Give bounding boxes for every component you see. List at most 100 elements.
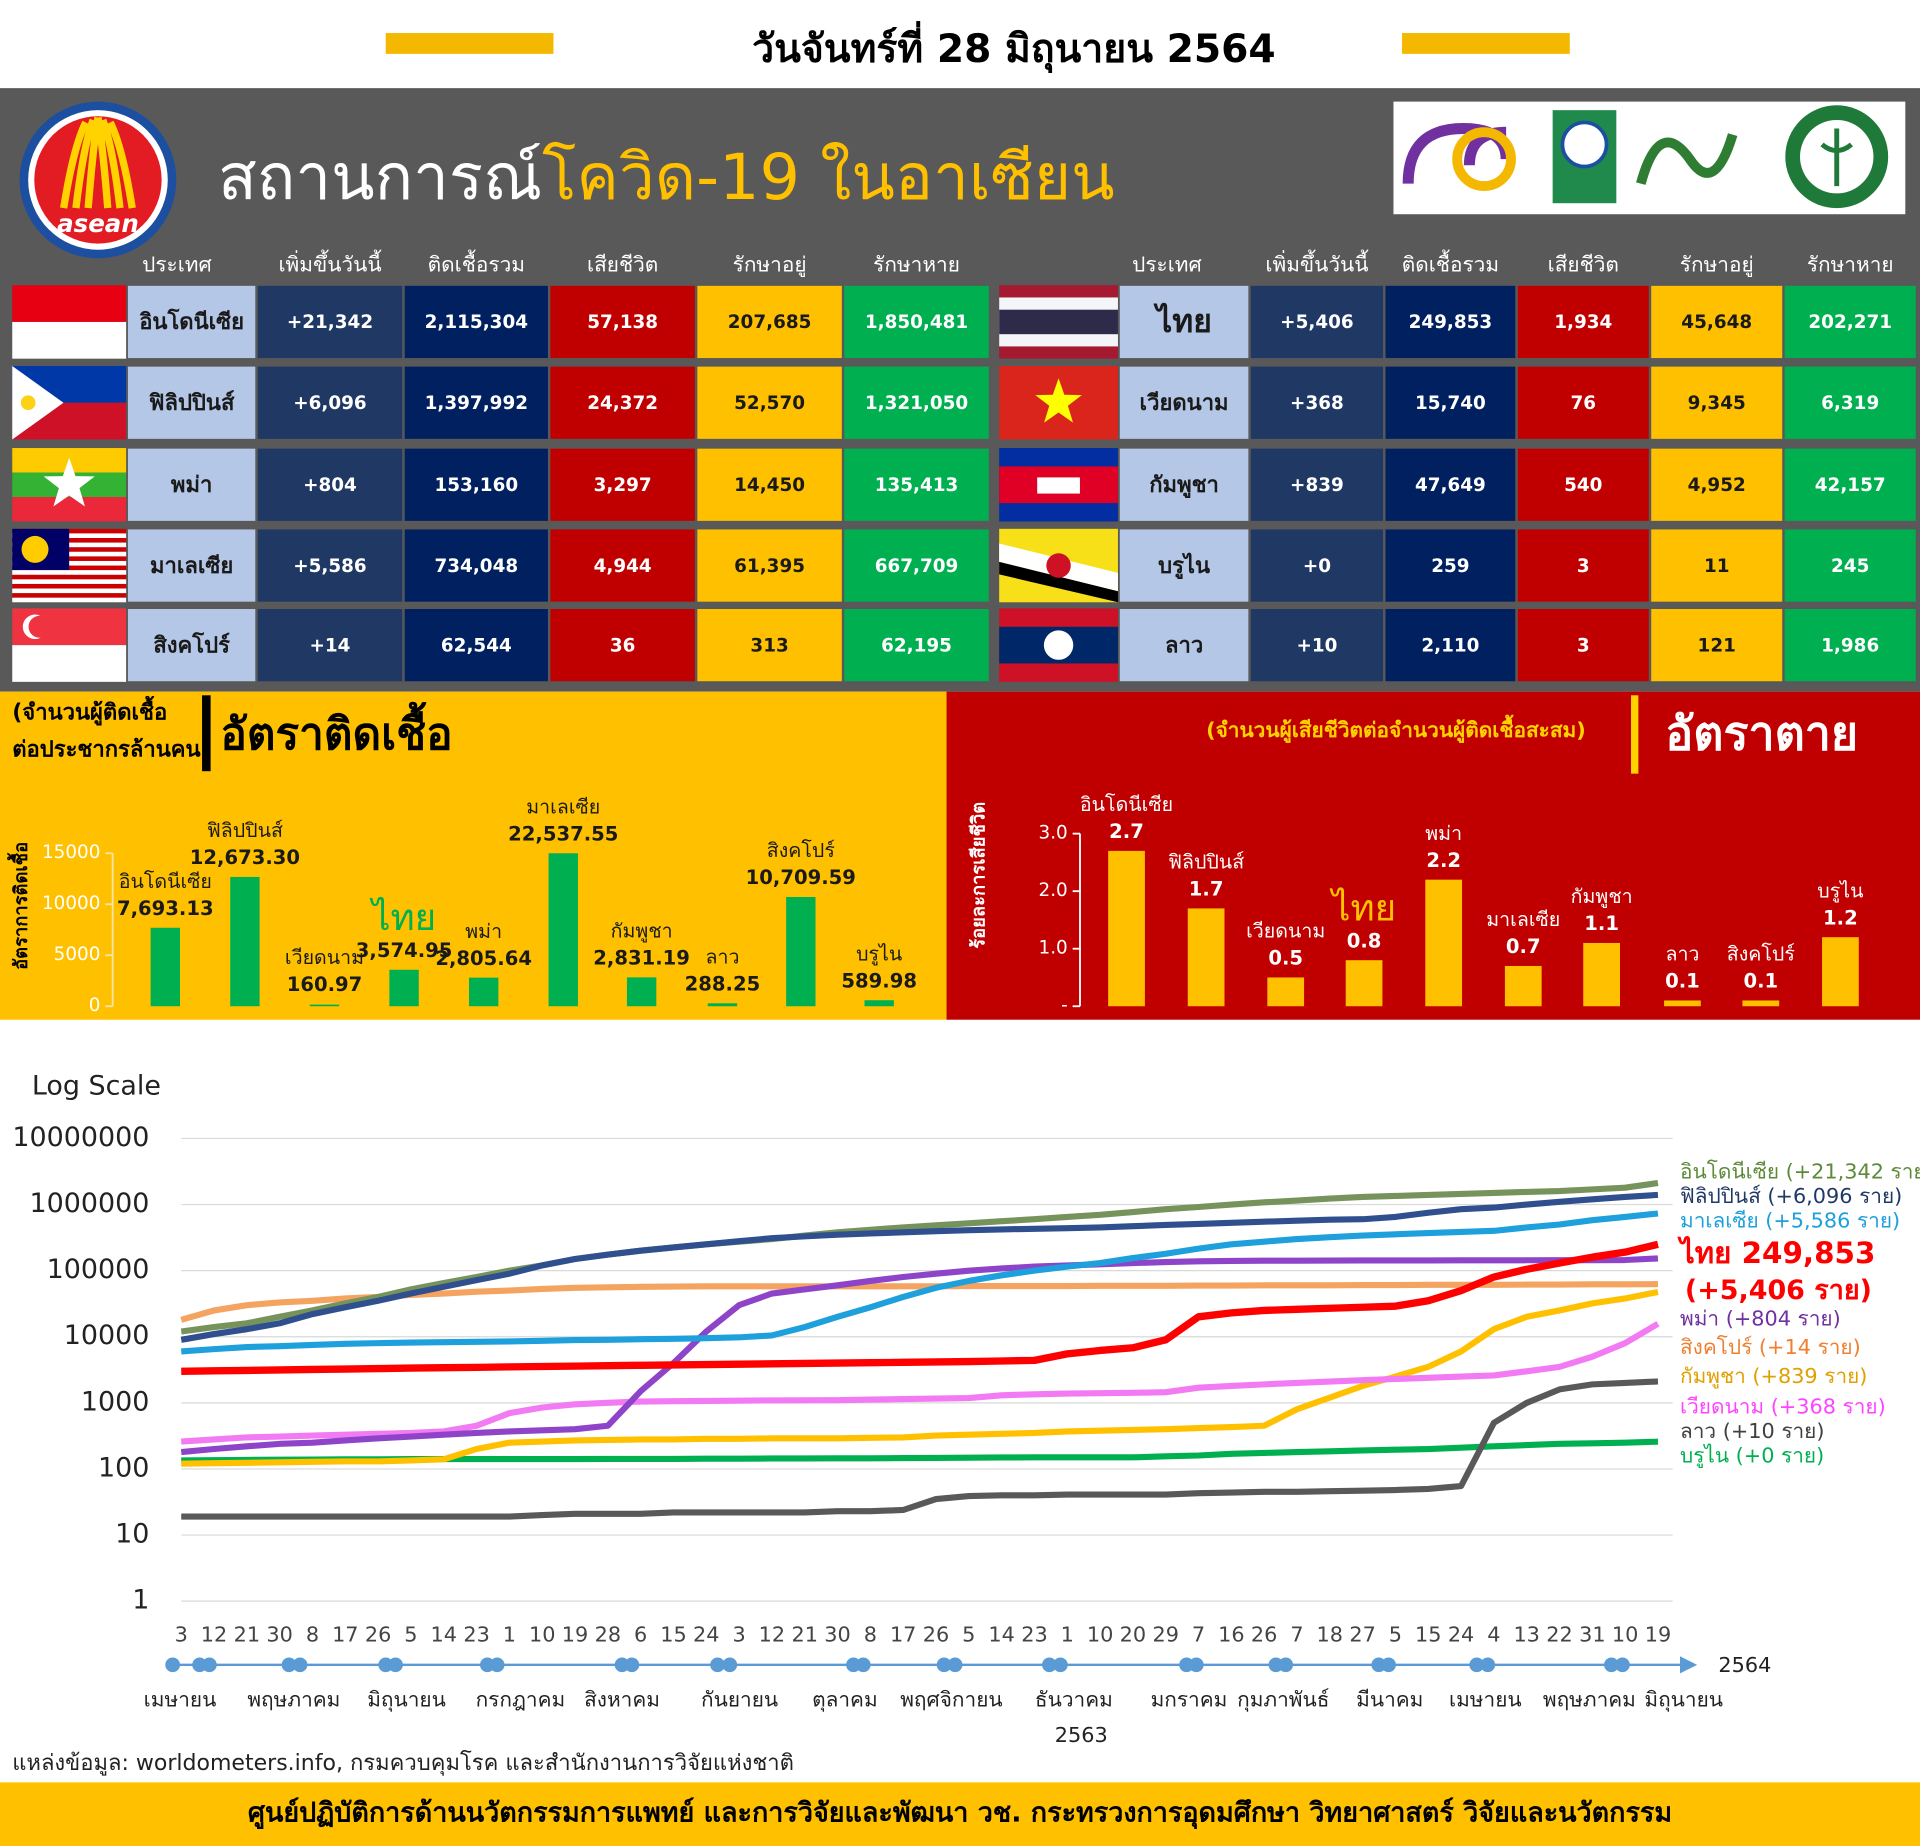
country-name: กัมพูชา [1149,473,1219,499]
table-cell [1783,447,1917,523]
table-cell [403,447,550,523]
table-value: 11 [1704,556,1730,577]
country-name: ลาว [1165,633,1203,658]
chart-subtitle: ต่อประชากรล้านคน) [12,737,210,762]
category-label: พม่า [465,920,502,943]
table-value: +839 [1290,475,1344,496]
table-cell [1783,607,1917,683]
table-value: 24,372 [587,393,658,414]
table-cell [1516,607,1650,683]
logo-shape [1560,120,1609,169]
month-label: ธันวาคม [1035,1687,1113,1711]
series-line [180,1179,1659,1335]
divider [1631,695,1639,774]
footer-text: ศูนย์ปฏิบัติการด้านนวัตกรรมการแพทย์ และก… [248,1798,1672,1830]
table-cell [126,365,257,441]
timeline-dot [710,1657,725,1673]
flag-part [12,366,64,440]
value-label: 3,574.95 [356,939,453,962]
table-cell [843,528,990,603]
category-label: อินโดนีเซีย [119,870,212,893]
table-value: 47,649 [1415,475,1486,496]
table-cell [256,607,404,683]
table-value: 135,413 [875,475,959,496]
flag-part [999,309,1118,335]
x-tick-label: 18 [1317,1622,1343,1646]
y-tick-label: 3.0 [1039,823,1068,844]
country-name: ไทย [1153,302,1212,340]
x-tick-label: 28 [595,1622,621,1646]
divider [202,695,211,772]
series-label: เวียดนาม (+368 ราย) [1680,1395,1886,1419]
x-tick-label: 4 [1487,1622,1500,1646]
timeline-dot [165,1657,180,1673]
country-name: พม่า [171,473,212,498]
table-value: 313 [750,635,788,656]
decor-bar [1402,33,1570,54]
flag-part [12,588,127,594]
column-header: เพิ่มขึ้นวันนี้ [1265,250,1368,277]
value-label: 0.5 [1268,947,1303,970]
flag [999,608,1118,682]
series-sublabel: (+5,406 ราย) [1685,1275,1872,1306]
table-cell [1118,528,1250,603]
flag [999,285,1118,359]
value-label: 2,805.64 [435,947,532,970]
table-cell [549,607,697,683]
table-value: 57,138 [587,312,658,333]
flag-part [12,583,127,589]
timeline-dot [722,1657,738,1673]
category-label: มาเลเซีย [1486,908,1560,931]
table-value: 2,110 [1421,635,1479,656]
table-cell [403,365,550,441]
timeline-dot [624,1657,640,1673]
table-cell [696,528,844,603]
month-label: กุมภาพันธ์ [1237,1687,1329,1712]
value-label: 589.98 [841,969,917,992]
series-label: บรูไน (+0 ราย) [1680,1444,1824,1469]
category-label: เวียดนาม [285,946,364,969]
x-tick-label: 3 [732,1622,745,1646]
category-label: ไทย [369,896,436,939]
series-line [181,1288,1659,1467]
x-tick-label: 7 [1192,1622,1205,1646]
table-cell [1650,365,1784,441]
y-tick-label: - [1061,995,1068,1016]
table-cell [843,447,990,523]
table-cell [696,607,844,683]
month-label: สิงหาคม [584,1687,660,1711]
column-header: รักษาอยู่ [733,253,807,278]
title-main: สถานการณ์ [218,141,542,215]
timeline-dot [1188,1657,1204,1673]
category-label: ฟิลิปปินส์ [207,819,283,842]
month-label: เมษายน [1449,1687,1522,1711]
column-header: เสียชีวิต [1548,253,1619,277]
flag-part [12,593,127,598]
table-cell [1516,528,1650,603]
table-value: 3 [1577,635,1590,656]
timeline-dot [1615,1657,1630,1673]
series-line [181,1378,1659,1520]
table-value: 9,345 [1688,393,1746,414]
month-label: มิถุนายน [1644,1687,1723,1712]
x-tick-label: 10 [1612,1622,1638,1646]
x-tick-label: 20 [1120,1622,1146,1646]
series-line [181,1321,1660,1445]
table-cell [403,607,550,683]
timeline-dot [1053,1657,1068,1673]
month-label: กรกฎาคม [476,1687,566,1711]
x-tick-label: 17 [332,1622,358,1646]
value-label: 10,709.59 [746,866,856,889]
x-tick-label: 27 [1349,1622,1375,1646]
table-value: +5,586 [293,556,366,577]
title-highlight: โควิด-19 ในอาเซียน [542,141,1115,215]
category-label: มาเลเซีย [526,795,600,818]
table-cell [1384,284,1517,360]
table-cell [126,447,257,523]
flag-part [20,395,36,411]
table-value: 6,319 [1821,393,1879,414]
table-value: +0 [1303,556,1331,577]
table-cell [1118,365,1250,441]
